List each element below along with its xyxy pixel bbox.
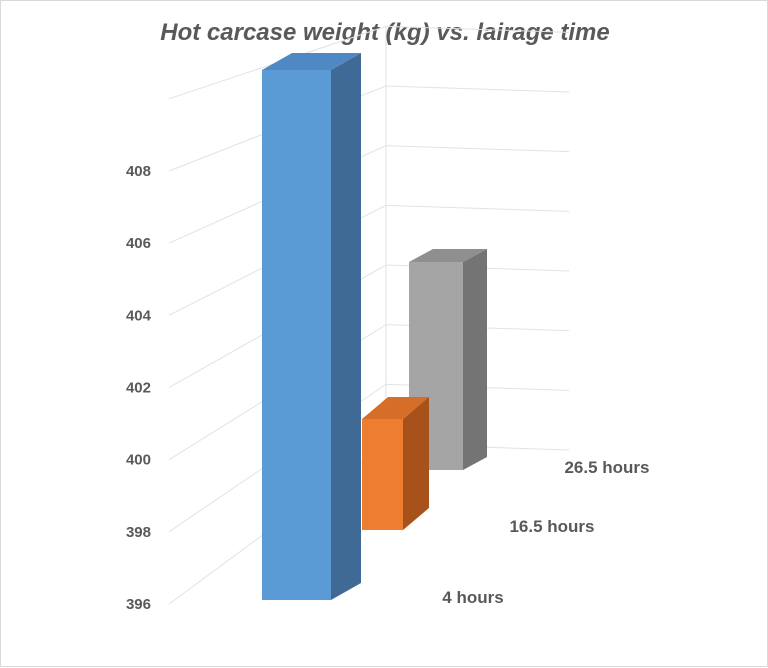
y-axis-ticks: 396 398 400 402 404 406 408 [126,163,152,613]
y-tick-label: 408 [126,163,151,180]
bar-top [362,397,429,419]
x-axis-categories: 4 hours 16.5 hours 26.5 hours [442,458,649,607]
y-tick-label: 402 [126,380,151,397]
bar-top [409,248,487,262]
bar-front [262,69,331,601]
bar-1 [262,52,361,601]
y-tick-label: 396 [126,596,151,613]
gridline-back [385,145,570,153]
y-tick-label: 398 [126,524,151,541]
bar-2 [362,397,429,530]
bar-front [362,419,403,530]
y-tick-label: 406 [126,235,151,252]
category-label: 4 hours [442,588,503,607]
bar-top [262,52,361,70]
chart-title: Hot carcase weight (kg) vs. lairage time [160,19,610,46]
gridline-back [385,25,570,33]
category-label: 26.5 hours [564,458,649,477]
bar-side [463,248,487,470]
gridline-back [385,85,570,93]
bar-side [403,397,429,530]
category-label: 16.5 hours [509,517,594,536]
gridline-back [385,204,570,212]
y-tick-label: 400 [126,452,151,469]
bar-side [331,52,361,601]
y-tick-label: 404 [126,307,152,324]
chart-bars [262,52,487,601]
